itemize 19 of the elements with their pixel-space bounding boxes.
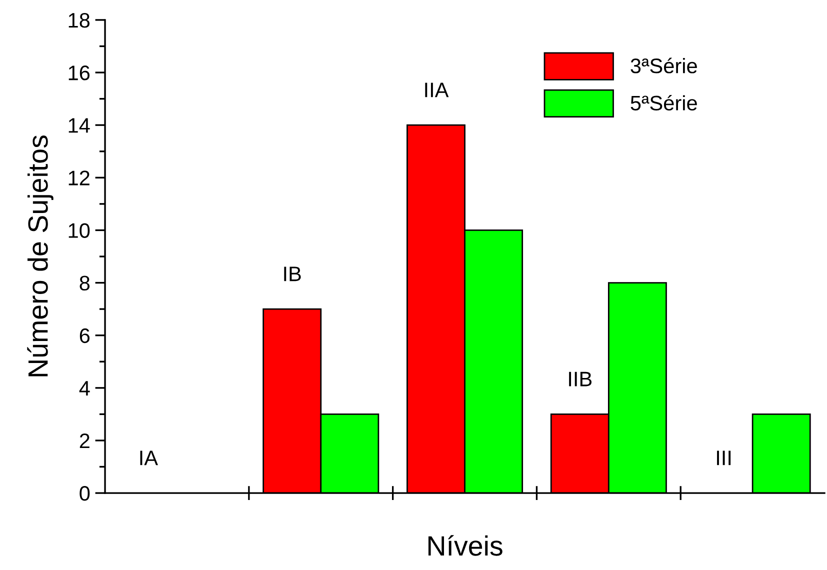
x-axis-title: Níveis: [428, 535, 502, 556]
y-tick-label: 2: [80, 433, 90, 448]
x-tick-label: IB: [284, 266, 301, 282]
y-tick-label: 18: [68, 12, 90, 28]
x-tick-label: IIB: [569, 372, 592, 386]
y-axis-title: Número de Sujeitos: [27, 136, 54, 376]
y-tick-label: 14: [68, 118, 90, 133]
x-tick-label: IIA: [425, 82, 449, 98]
x-tick-label: III: [717, 450, 731, 466]
y-tick-label: 8: [80, 276, 90, 291]
y-tick-label: 0: [80, 486, 90, 501]
legend-label: 5ªSérie: [630, 94, 697, 110]
y-tick-label: 4: [79, 381, 90, 396]
x-tick-label: IA: [140, 450, 158, 466]
y-tick-label: 12: [68, 170, 90, 186]
y-tick-label: 16: [68, 66, 90, 80]
legend-label: 3ªSérie: [630, 58, 697, 74]
y-tick-label: 6: [80, 328, 90, 344]
y-tick-label: 10: [68, 223, 90, 238]
